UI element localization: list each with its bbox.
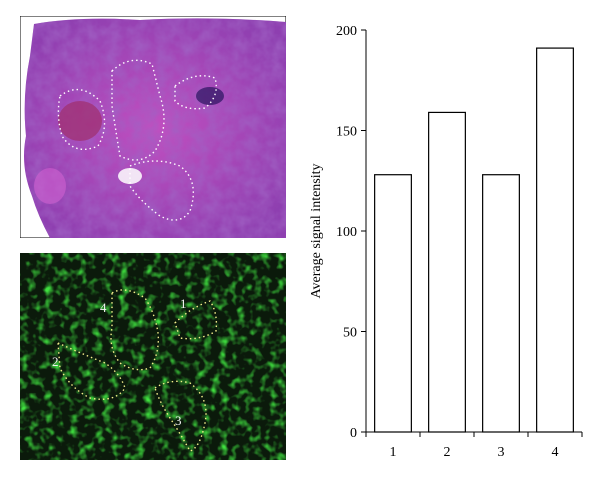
histology-image: [19, 15, 287, 239]
region-label-3: 3: [175, 413, 182, 428]
y-axis-label: Average signal intensity: [309, 163, 324, 298]
y-tick-label: 100: [336, 225, 357, 240]
x-tick-label-2: 2: [444, 445, 451, 460]
region-label-4: 4: [100, 300, 107, 315]
bar-chart: 0 50 100 150 200 1 2 3 4 Average signal intensi…: [300, 0, 600, 481]
bar-1: [374, 174, 412, 433]
bar-2: [428, 111, 466, 433]
y-tick-label: 200: [336, 24, 357, 39]
x-tick-label-1: 1: [390, 445, 397, 460]
y-tick-label: 50: [343, 326, 357, 341]
region-label-1: 1: [180, 296, 187, 311]
y-tick-label: 150: [336, 125, 357, 140]
bar-3: [482, 174, 520, 433]
x-tick-label-3: 3: [498, 445, 505, 460]
region-label-2: 2: [52, 354, 59, 369]
bar-4: [536, 47, 574, 433]
x-tick-label-4: 4: [552, 445, 559, 460]
fluorescence-image: 1 2 3 4: [20, 253, 286, 460]
y-tick-label: 0: [350, 426, 357, 441]
